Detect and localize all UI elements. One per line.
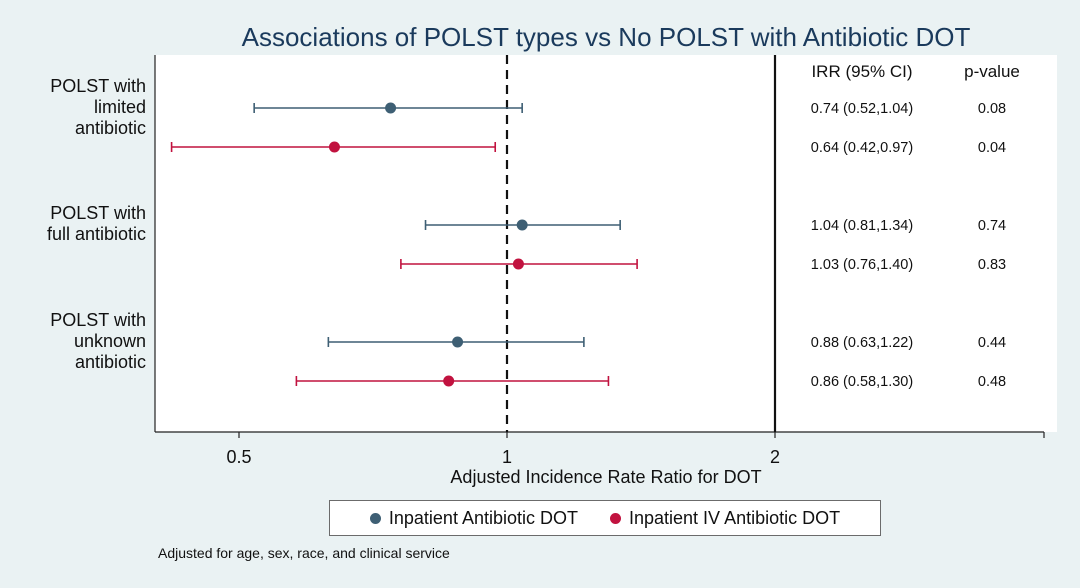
point-estimate xyxy=(452,336,464,348)
p-value: 0.48 xyxy=(978,374,1006,390)
legend-swatch-blue xyxy=(369,512,381,524)
point-estimate xyxy=(443,375,455,387)
legend-label: Inpatient Antibiotic DOT xyxy=(388,507,578,528)
x-axis-label: Adjusted Incidence Rate Ratio for DOT xyxy=(450,467,761,487)
x-tick-label: 0.5 xyxy=(226,447,251,467)
irr-ci-value: 0.64 (0.42,0.97) xyxy=(811,140,913,156)
plot-area xyxy=(155,55,1057,432)
footnote: Adjusted for age, sex, race, and clinica… xyxy=(158,545,450,561)
legend-label: Inpatient IV Antibiotic DOT xyxy=(629,507,841,528)
group-label: POLST with unknown antibiotic xyxy=(50,310,146,372)
legend-swatch-red xyxy=(610,512,621,524)
irr-ci-value: 1.04 (0.81,1.34) xyxy=(811,218,913,234)
marks-layer xyxy=(170,102,638,387)
group-label: POLST with full antibiotic xyxy=(47,203,146,244)
axes-layer: 0.5 1 2 xyxy=(154,55,1045,467)
irr-ci-value: 0.88 (0.63,1.22) xyxy=(811,335,913,351)
point-estimate xyxy=(328,141,340,153)
irr-ci-value: 0.74 (0.52,1.04) xyxy=(811,101,913,117)
legend-item-inpatient-iv-antibiotic-dot: Inpatient IV Antibiotic DOT xyxy=(610,508,840,529)
group-label: POLST with limited antibiotic xyxy=(50,76,146,138)
point-estimate xyxy=(385,102,397,114)
irr-ci-value: 0.86 (0.58,1.30) xyxy=(811,374,913,390)
chart-title: Associations of POLST types vs No POLST … xyxy=(242,22,971,52)
labels-layer: IRR (95% CI) p-value POLST with limited anti… xyxy=(47,62,1020,390)
p-value: 0.08 xyxy=(978,101,1006,117)
legend: Inpatient Antibiotic DOT Inpatient IV An… xyxy=(329,500,881,536)
table-header-irr: IRR (95% CI) xyxy=(811,62,912,81)
p-value: 0.44 xyxy=(978,335,1006,351)
x-tick-label: 2 xyxy=(770,447,780,467)
legend-item-inpatient-antibiotic-dot: Inpatient Antibiotic DOT xyxy=(369,507,578,529)
point-estimate xyxy=(516,219,528,231)
irr-ci-value: 1.03 (0.76,1.40) xyxy=(811,257,913,273)
point-estimate xyxy=(512,258,524,270)
p-value: 0.04 xyxy=(978,140,1006,156)
p-value: 0.83 xyxy=(978,257,1006,273)
table-header-pvalue: p-value xyxy=(964,62,1020,81)
p-value: 0.74 xyxy=(978,218,1006,234)
x-tick-label: 1 xyxy=(502,447,512,467)
forest-plot: Associations of POLST types vs No POLST … xyxy=(47,22,1057,487)
